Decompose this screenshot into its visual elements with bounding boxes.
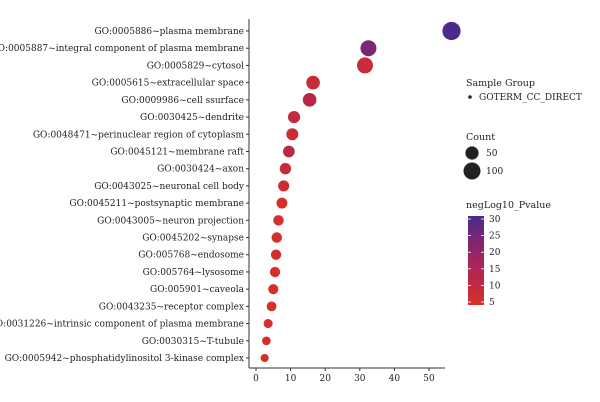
x-tick-label: 0 <box>253 374 259 384</box>
legend-color-title: negLog10_Pvalue <box>466 200 551 211</box>
data-point <box>283 145 295 158</box>
category-label: GO:0043025~neuronal cell body <box>94 182 245 192</box>
data-point <box>269 266 281 278</box>
legend-count-marker <box>463 162 481 180</box>
legend-count-label: 50 <box>486 149 498 159</box>
category-label: GO:0005887~integral component of plasma … <box>0 44 244 54</box>
category-label: GO:0031226~intrinsic component of plasma… <box>0 320 244 330</box>
category-label: GO:005764~lysosome <box>143 268 244 278</box>
x-tick-label: 30 <box>354 374 366 384</box>
legend-color-label: 10 <box>489 281 501 291</box>
x-tick-label: 50 <box>423 374 435 384</box>
category-label: GO:0043005~neuron projection <box>97 216 244 226</box>
legend-color-label: 15 <box>489 265 501 275</box>
category-label: GO:0045121~membrane raft <box>110 147 244 157</box>
category-label: GO:0009986~cell ssurface <box>121 96 244 106</box>
legend-sample-group-entry: GOTERM_CC_DIRECT <box>479 93 582 103</box>
data-point <box>273 215 284 226</box>
category-label: GO:005768~endosome <box>138 251 244 261</box>
data-point <box>262 336 271 346</box>
legend-color-label: 5 <box>489 298 495 308</box>
data-point <box>278 180 290 192</box>
category-label: GO:0005829~cytosol <box>147 61 244 71</box>
category-label: GO:0005615~extracellular space <box>92 79 244 89</box>
data-point <box>306 75 320 90</box>
category-label: GO:0045202~synapse <box>142 234 244 244</box>
x-tick-label: 20 <box>319 374 331 384</box>
category-label: GO:0030315~T-tubule <box>142 337 244 347</box>
legend-color-bar <box>468 216 484 305</box>
data-point <box>276 197 288 209</box>
plot-area: 0 10 20 30 40 50 GO:0005886~plasma membrane GO:… <box>0 19 461 384</box>
data-point <box>263 319 273 329</box>
data-point <box>360 40 377 57</box>
data-point <box>302 93 317 107</box>
data-point <box>286 128 299 141</box>
data-point <box>442 21 461 41</box>
x-tick-label: 40 <box>389 374 401 384</box>
data-point <box>270 249 282 260</box>
data-point <box>268 284 279 295</box>
legend-sample-group-title: Sample Group <box>466 78 535 89</box>
legend-count-marker <box>465 146 479 160</box>
data-point <box>287 110 301 124</box>
category-label: GO:0030425~dendrite <box>140 113 244 123</box>
category-label: GO:005901~caveola <box>150 285 245 295</box>
data-point <box>260 353 269 363</box>
legend-color-label: 20 <box>489 248 501 258</box>
legend: Sample Group GOTERM_CC_DIRECT Count 50 100 ne… <box>463 78 582 308</box>
legend-color-label: 25 <box>489 232 501 242</box>
data-point <box>271 232 283 243</box>
category-label: GO:0048471~perinuclear region of cytopla… <box>33 130 245 140</box>
category-label: GO:0045211~postsynaptic membrane <box>69 199 244 209</box>
legend-count-title: Count <box>466 132 495 143</box>
data-point <box>279 163 292 175</box>
legend-count-label: 100 <box>486 167 503 177</box>
category-label: GO:0043235~receptor complex <box>99 302 244 312</box>
legend-sample-group-marker <box>468 95 472 99</box>
category-label: GO:0005886~plasma membrane <box>94 27 244 37</box>
category-label: GO:0005942~phosphatidylinositol 3-kinase… <box>5 354 244 364</box>
legend-color-label: 30 <box>489 215 501 225</box>
data-point <box>266 301 277 312</box>
category-label: GO:0030424~axon <box>157 165 244 175</box>
data-point <box>357 57 373 74</box>
x-tick-label: 10 <box>285 374 297 384</box>
